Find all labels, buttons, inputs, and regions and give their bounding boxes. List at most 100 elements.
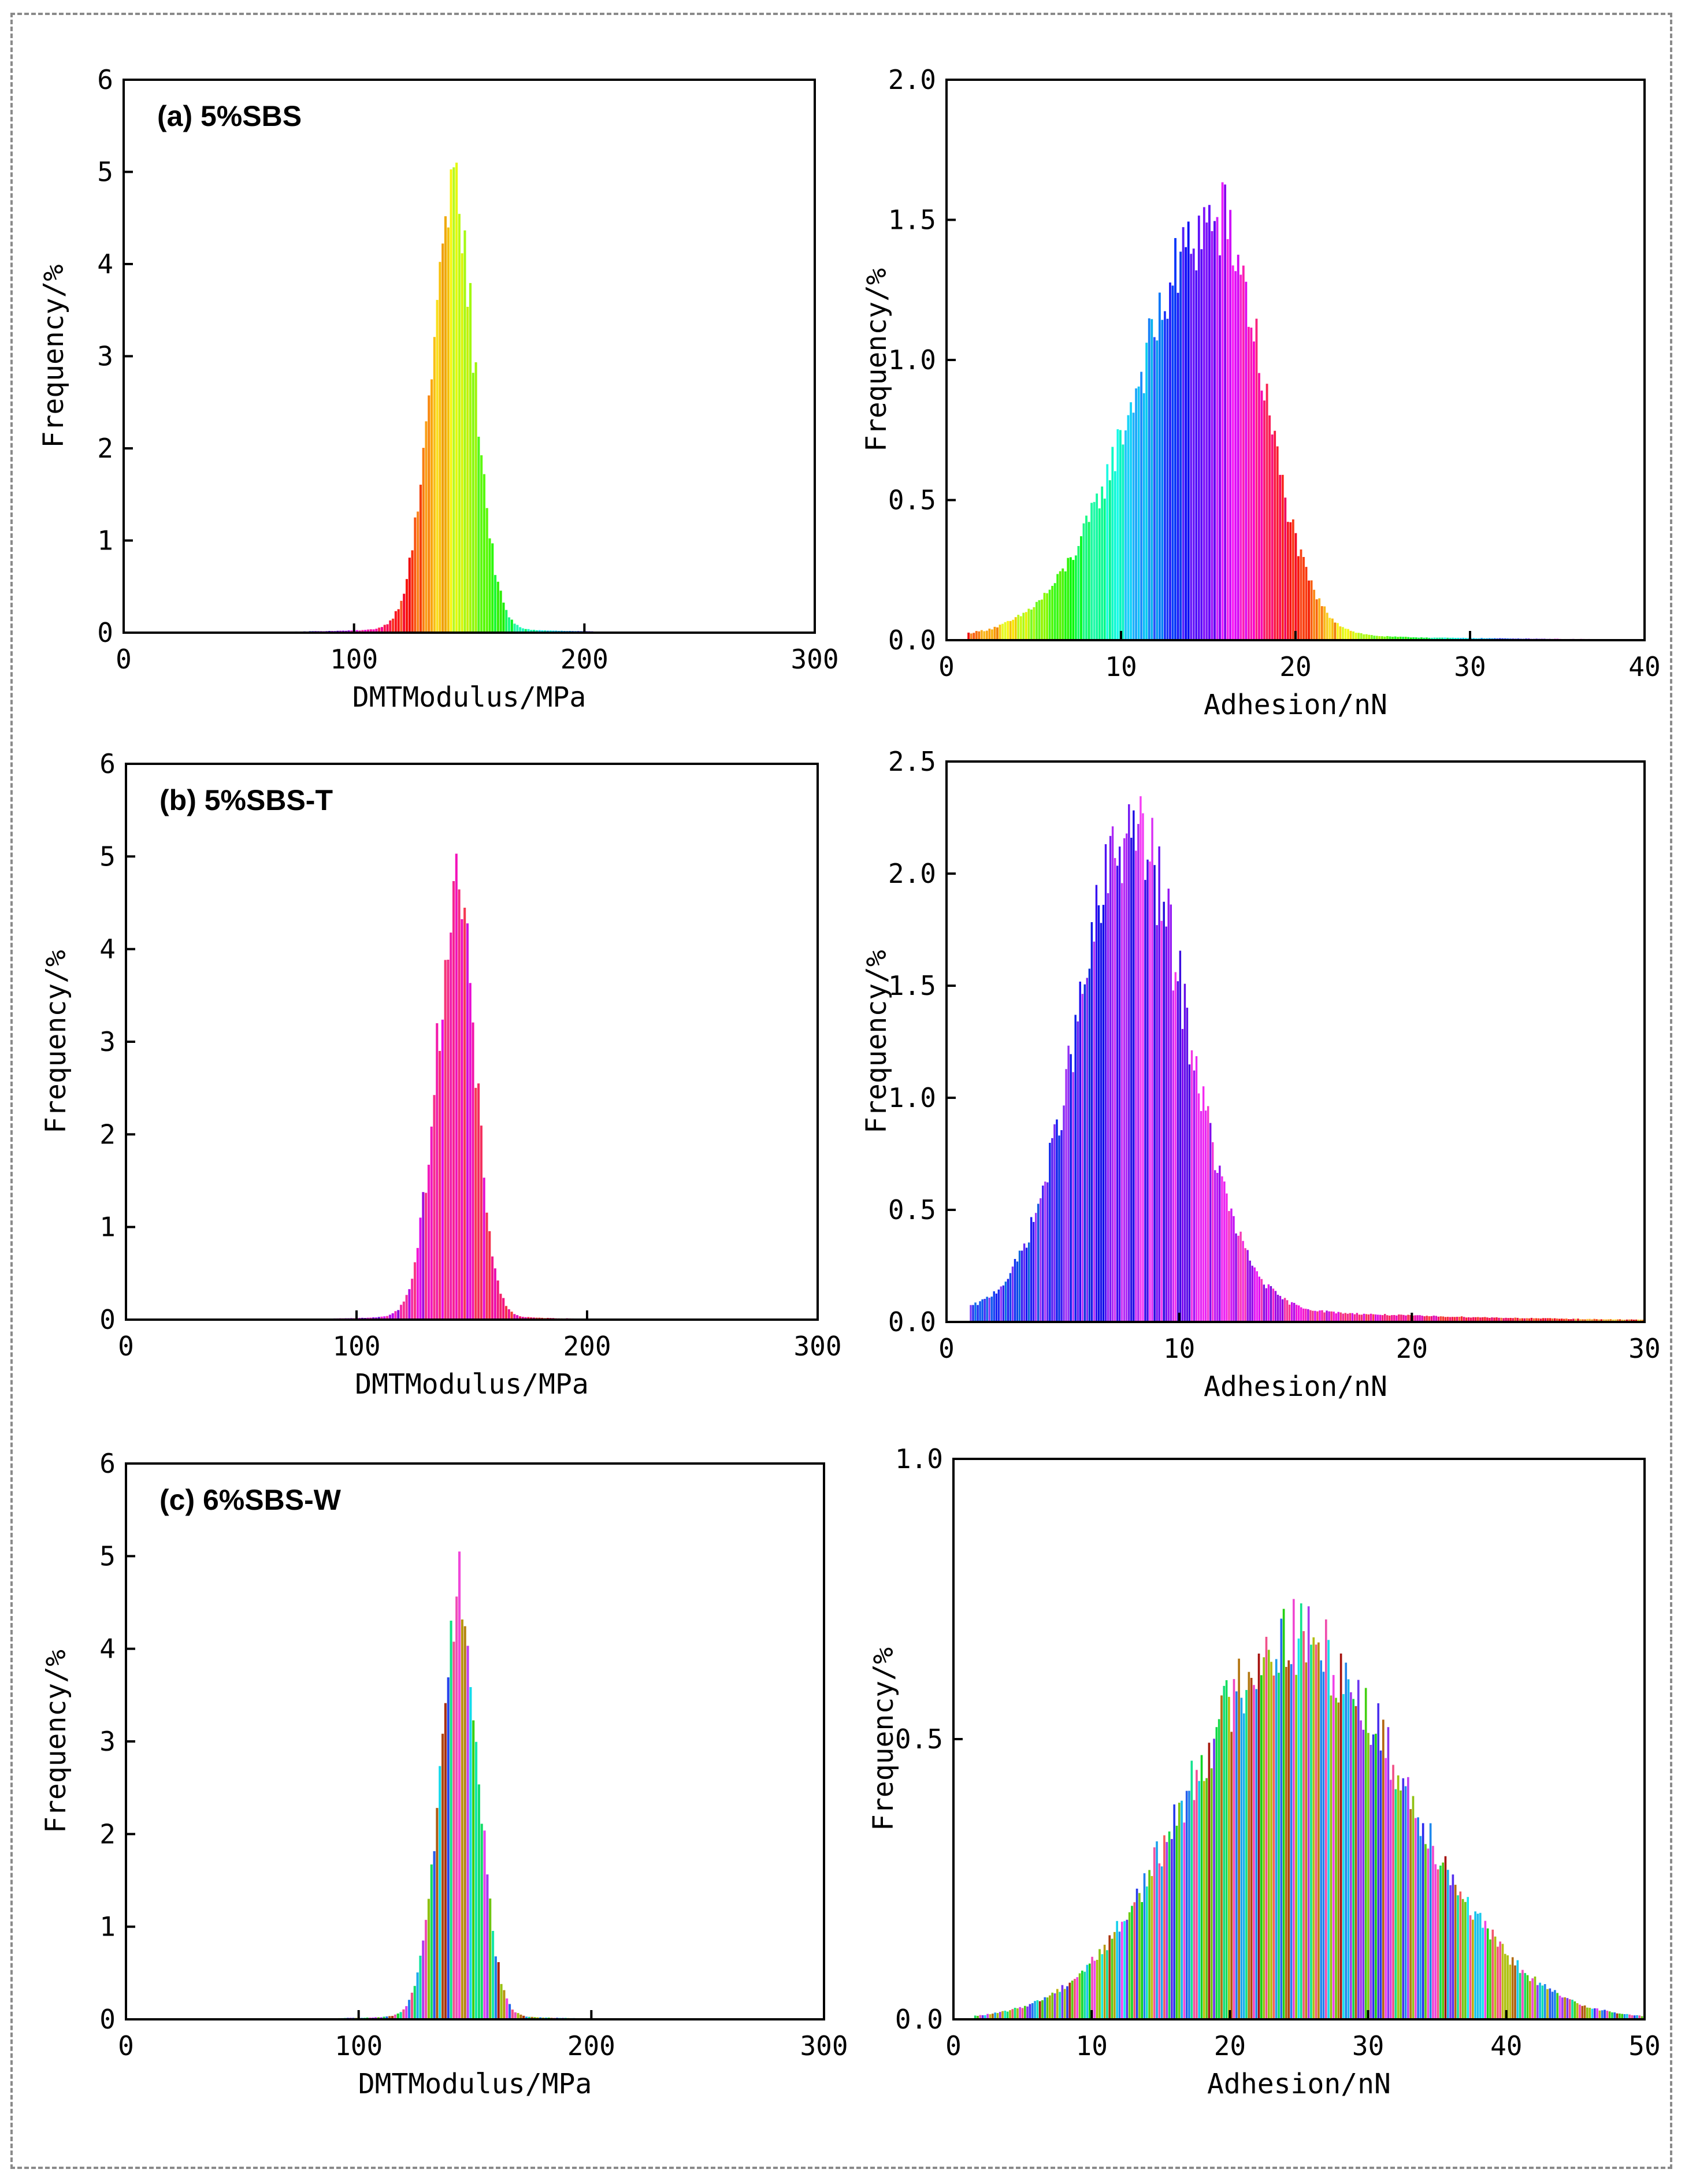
bar-b-adhesion-35: [1051, 1138, 1053, 1322]
bar-a-adhesion-75: [1163, 311, 1166, 640]
ytick-label-b-modulus-6: 6: [99, 748, 116, 779]
bar-c-adhesion-156: [1362, 1729, 1365, 2019]
bar-b-adhesion-224: [1491, 1317, 1493, 1322]
bar-b-adhesion-105: [1214, 1170, 1216, 1322]
bar-c-modulus-103: [413, 1986, 416, 2019]
bar-b-adhesion-85: [1167, 888, 1170, 1322]
bar-c-adhesion-102: [1228, 1696, 1230, 2019]
bar-a-modulus-86: [361, 630, 364, 633]
ylabel-a-adhesion: Frequency/%: [860, 268, 893, 452]
bar-a-modulus-106: [417, 511, 420, 633]
bar-a-adhesion-105: [1242, 265, 1245, 640]
bar-c-adhesion-227: [1539, 1982, 1541, 2019]
bar-b-adhesion-141: [1298, 1305, 1300, 1322]
bar-c-adhesion-158: [1367, 1733, 1369, 2019]
bar-a-adhesion-41: [1074, 555, 1077, 640]
bar-b-modulus-89: [372, 1317, 375, 1320]
xtick-label-a-adhesion-2: 20: [1279, 651, 1311, 682]
bar-c-adhesion-141: [1324, 1619, 1327, 2019]
bar-a-adhesion-134: [1318, 598, 1321, 640]
bar-b-adhesion-127: [1265, 1288, 1268, 1322]
bar-c-adhesion-123: [1280, 1618, 1283, 2019]
xlabel-c-adhesion: Adhesion/nN: [1207, 2068, 1391, 2100]
bar-c-adhesion-198: [1467, 1897, 1469, 2019]
ytick-label-c-adhesion-0: 0.0: [895, 2004, 943, 2035]
bar-a-adhesion-160: [1386, 636, 1389, 640]
bar-c-modulus-104: [416, 1972, 419, 2019]
bar-b-modulus-99: [400, 1305, 403, 1320]
bar-c-adhesion-249: [1593, 2008, 1596, 2019]
bar-c-adhesion-144: [1332, 1675, 1335, 2019]
bar-b-modulus-132: [491, 1256, 494, 1320]
bar-c-adhesion-94: [1208, 1743, 1211, 2019]
bar-c-adhesion-65: [1135, 1888, 1138, 2019]
bar-c-adhesion-68: [1143, 1873, 1146, 2019]
bar-c-adhesion-128: [1293, 1599, 1295, 2019]
bar-a-adhesion-94: [1213, 221, 1216, 640]
bar-b-modulus-137: [504, 1306, 508, 1320]
bar-a-adhesion-79: [1174, 238, 1176, 640]
bar-c-adhesion-176: [1412, 1796, 1415, 2019]
bar-c-modulus-125: [475, 1741, 478, 2019]
bar-c-adhesion-19: [1021, 2008, 1024, 2019]
bar-b-adhesion-43: [1070, 1054, 1072, 1322]
bar-b-adhesion-96: [1193, 1070, 1196, 1322]
ytick-label-c-modulus-2: 2: [99, 1818, 116, 1849]
bar-c-modulus-133: [497, 1962, 500, 2019]
bar-b-adhesion-116: [1239, 1231, 1242, 1322]
bar-b-adhesion-51: [1088, 968, 1091, 1322]
bar-a-modulus-94: [383, 625, 386, 633]
bar-b-adhesion-69: [1130, 837, 1133, 1322]
bar-a-adhesion-52: [1103, 498, 1106, 640]
bar-b-adhesion-44: [1072, 1072, 1074, 1322]
bar-c-adhesion-93: [1205, 1778, 1208, 2019]
bar-a-adhesion-189: [1462, 637, 1465, 640]
bar-c-adhesion-250: [1596, 2008, 1598, 2019]
bar-a-adhesion-34: [1056, 574, 1059, 640]
bar-c-adhesion-252: [1601, 2010, 1604, 2019]
bar-b-adhesion-0: [970, 1305, 972, 1322]
bar-c-adhesion-83: [1181, 1800, 1183, 2019]
bar-a-adhesion-49: [1096, 493, 1098, 640]
bar-b-modulus-103: [411, 1279, 414, 1320]
bar-a-modulus-114: [439, 262, 441, 633]
bar-b-adhesion-158: [1337, 1312, 1339, 1322]
bar-b-adhesion-179: [1386, 1315, 1389, 1322]
bar-c-adhesion-67: [1141, 1902, 1144, 2019]
bar-b-adhesion-52: [1090, 922, 1093, 1322]
bar-a-adhesion-150: [1360, 633, 1363, 640]
bar-a-adhesion-0: [967, 632, 970, 640]
xtick-label-a-modulus-3: 300: [790, 644, 838, 675]
bar-b-adhesion-57: [1102, 905, 1105, 1322]
bar-a-modulus-144: [521, 628, 524, 633]
bar-a-adhesion-24: [1030, 610, 1033, 640]
bar-a-adhesion-27: [1038, 600, 1041, 640]
bar-b-adhesion-240: [1528, 1318, 1531, 1322]
ytick-label-a-modulus-3: 3: [97, 341, 113, 372]
bar-b-adhesion-137: [1288, 1305, 1291, 1322]
bar-a-adhesion-86: [1192, 248, 1195, 640]
bar-c-adhesion-207: [1489, 1939, 1491, 2019]
bar-a-adhesion-181: [1441, 637, 1444, 640]
bar-a-adhesion-76: [1166, 318, 1169, 640]
bar-c-modulus-114: [444, 1703, 447, 2019]
bar-a-adhesion-3: [975, 631, 978, 640]
bar-b-adhesion-138: [1290, 1302, 1293, 1322]
bar-b-adhesion-37: [1056, 1119, 1058, 1322]
bar-a-adhesion-121: [1284, 497, 1287, 640]
bar-b-modulus-116: [447, 959, 450, 1320]
bar-b-modulus-113: [439, 1050, 441, 1320]
bar-b-adhesion-87: [1172, 990, 1175, 1322]
bar-c-adhesion-11: [1001, 2011, 1004, 2019]
bar-b-adhesion-200: [1435, 1316, 1438, 1322]
bar-b-adhesion-225: [1493, 1317, 1495, 1322]
bar-a-adhesion-123: [1289, 522, 1292, 640]
bar-a-adhesion-22: [1025, 612, 1027, 640]
bar-a-adhesion-153: [1368, 634, 1371, 640]
bar-b-adhesion-275: [1609, 1319, 1612, 1322]
bar-b-adhesion-150: [1319, 1310, 1321, 1322]
bar-b-modulus-135: [499, 1294, 502, 1320]
bar-a-adhesion-60: [1124, 430, 1127, 640]
bar-a-adhesion-115: [1268, 415, 1271, 640]
bar-b-adhesion-252: [1556, 1318, 1558, 1322]
